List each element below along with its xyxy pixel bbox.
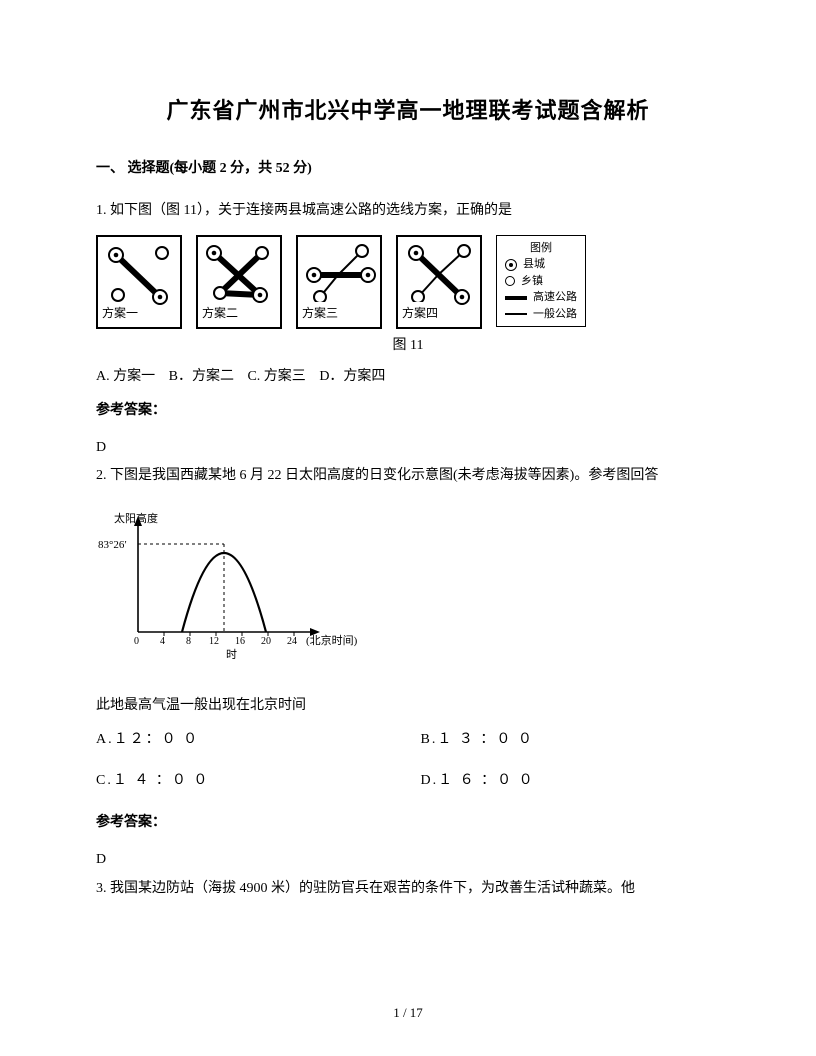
- svg-text:8: 8: [186, 636, 191, 647]
- q1-answer-label: 参考答案：: [96, 398, 720, 425]
- q1-opt-b: B．方案二: [169, 369, 234, 384]
- svg-text:4: 4: [160, 636, 165, 647]
- svg-text:16: 16: [235, 636, 245, 647]
- q2-options-row2: C.１ ４ ：０ ０ D.１ ６ ：０ ０: [96, 768, 720, 795]
- chart-peak-label: 83°26′: [98, 539, 127, 551]
- expressway-icon: [505, 296, 527, 300]
- legend-town: 乡镇: [521, 273, 543, 290]
- scheme-2-label: 方案二: [202, 302, 238, 325]
- chart-xlabel-below: 时: [226, 648, 237, 661]
- svg-text:0: 0: [134, 636, 139, 647]
- chart-ylabel: 太阳高度: [114, 511, 158, 525]
- q1-fig-caption: 图 11: [96, 333, 720, 360]
- scheme-1: 方案一: [96, 235, 182, 329]
- svg-text:12: 12: [209, 636, 219, 647]
- scheme-2: 方案二: [196, 235, 282, 329]
- svg-text:20: 20: [261, 636, 271, 647]
- scheme-1-label: 方案一: [102, 302, 138, 325]
- q2-opt-a: A.１２：０ ０: [96, 727, 396, 754]
- q3-stem: 3. 我国某边防站（海拔 4900 米）的驻防官兵在艰苦的条件下，为改善生活试种…: [96, 876, 720, 903]
- page-title: 广东省广州市北兴中学高一地理联考试题含解析: [96, 90, 720, 132]
- page-number: 1 / 17: [0, 1001, 816, 1026]
- q2-opt-c: C.１ ４ ：０ ０: [96, 768, 396, 795]
- chart-xlabel-right: (北京时间): [306, 633, 358, 647]
- q2-answer: D: [96, 847, 720, 874]
- q1-opt-a: A. 方案一: [96, 369, 155, 384]
- q2-answer-label: 参考答案：: [96, 810, 720, 837]
- legend: 图例 县城 乡镇 高速公路 一般公路: [496, 235, 586, 328]
- legend-road: 一般公路: [533, 306, 577, 323]
- q2-chart: 太阳高度 83°26′ 0 4 8 12 16 20 24 (北京时间) 时: [96, 504, 720, 675]
- q1-answer: D: [96, 435, 720, 462]
- svg-text:24: 24: [287, 636, 297, 647]
- scheme-3-label: 方案三: [302, 302, 338, 325]
- q2-subq: 此地最高气温一般出现在北京时间: [96, 693, 720, 720]
- county-icon: [505, 259, 517, 271]
- q1-stem: 1. 如下图（图 11），关于连接两县城高速公路的选线方案，正确的是: [96, 198, 720, 225]
- q2-options-row1: A.１２：０ ０ B.１ ３ ：０ ０: [96, 727, 720, 754]
- section-heading: 一、 选择题(每小题 2 分，共 52 分): [96, 156, 720, 183]
- legend-expressway: 高速公路: [533, 289, 577, 306]
- scheme-4: 方案四: [396, 235, 482, 329]
- scheme-3: 方案三: [296, 235, 382, 329]
- legend-county: 县城: [523, 256, 545, 273]
- town-icon: [505, 276, 515, 286]
- legend-title: 图例: [505, 240, 577, 257]
- q1-options: A. 方案一 B．方案二 C. 方案三 D．方案四: [96, 364, 720, 391]
- q2-stem: 2. 下图是我国西藏某地 6 月 22 日太阳高度的日变化示意图(未考虑海拔等因…: [96, 463, 720, 490]
- q2-opt-d: D.１ ６ ：０ ０: [420, 768, 720, 795]
- q2-opt-b: B.１ ３ ：０ ０: [420, 727, 720, 754]
- q1-opt-c: C. 方案三: [247, 369, 305, 384]
- q1-diagrams: 方案一 方案二 方案三: [96, 235, 720, 329]
- q1-opt-d: D．方案四: [319, 369, 385, 384]
- scheme-4-label: 方案四: [402, 302, 438, 325]
- road-icon: [505, 313, 527, 315]
